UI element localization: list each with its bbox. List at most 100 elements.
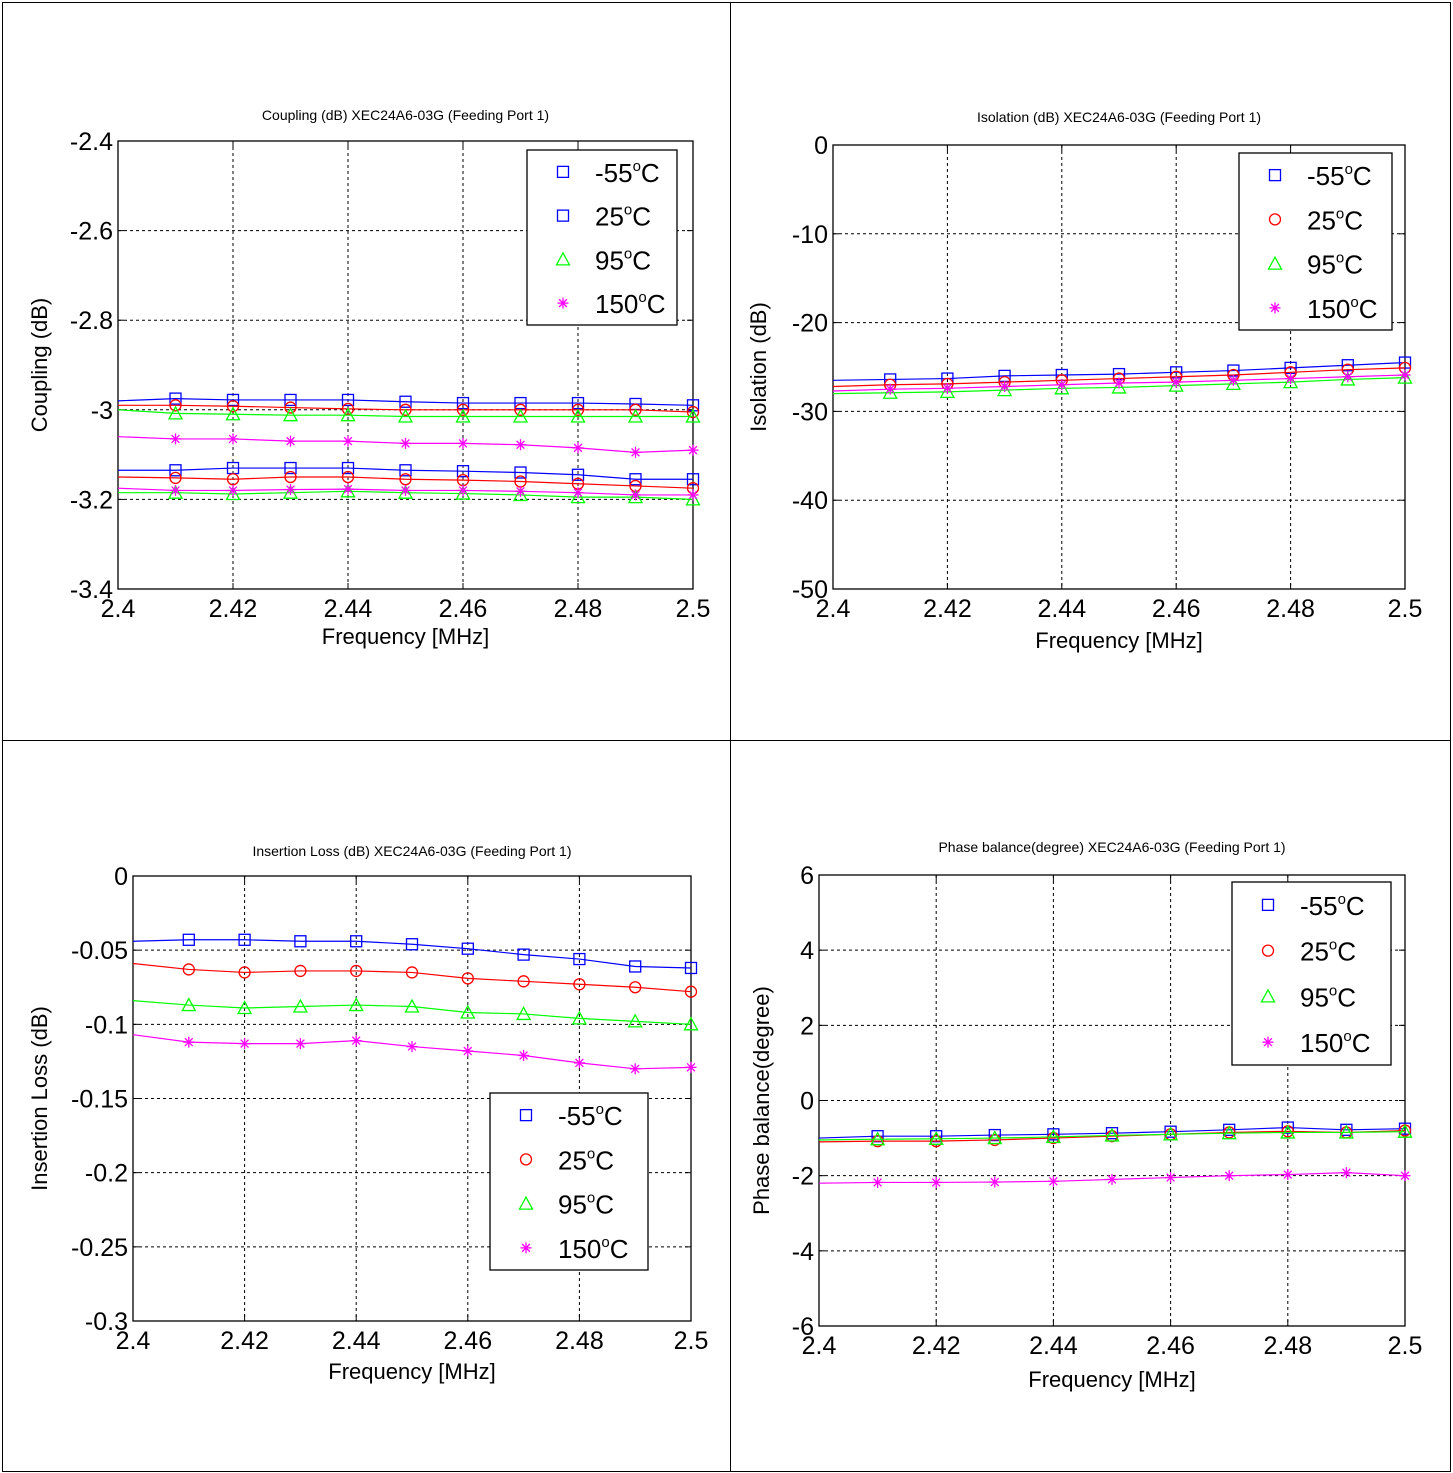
- y-tick-label: 2: [800, 1012, 814, 1040]
- data-point: [1113, 377, 1125, 389]
- y-tick-label: -2.4: [70, 128, 113, 156]
- y-tick-label: 0: [814, 132, 828, 160]
- chart-svg: Coupling (dB) XEC24A6-03G (Feeding Port …: [27, 107, 710, 649]
- data-point: [341, 402, 355, 416]
- y-tick-label: -20: [792, 310, 828, 338]
- legend-marker: [1269, 302, 1281, 314]
- data-point: [294, 935, 307, 948]
- y-tick-label: -30: [792, 398, 828, 426]
- data-point: [570, 408, 586, 423]
- data-point: [170, 433, 181, 445]
- data-point: [169, 464, 182, 477]
- legend-entry: -55oC: [595, 158, 660, 188]
- series-2: [818, 1123, 1413, 1146]
- data-point: [397, 408, 414, 423]
- data-point: [1397, 1123, 1413, 1138]
- data-point: [627, 408, 644, 423]
- data-point: [169, 392, 182, 405]
- legend-entry: -55oC: [1300, 891, 1365, 921]
- data-point: [169, 471, 182, 485]
- data-point: [227, 433, 239, 445]
- data-point: [341, 393, 355, 407]
- data-point: [573, 1057, 585, 1069]
- data-point: [515, 485, 526, 497]
- data-point: [1047, 1131, 1060, 1145]
- data-point: [629, 1063, 641, 1075]
- x-axis-label: Frequency [MHz]: [1028, 1367, 1196, 1392]
- y-tick-label: -2.6: [70, 218, 113, 246]
- data-point: [181, 997, 197, 1012]
- data-point: [871, 1130, 884, 1143]
- data-point: [686, 473, 700, 486]
- x-tick-label: 2.48: [554, 595, 603, 623]
- y-tick-label: -2.8: [70, 307, 113, 335]
- y-tick-label: -0.05: [71, 937, 128, 965]
- data-point: [282, 407, 299, 422]
- legend-entry: -55oC: [1307, 161, 1372, 191]
- data-point: [1397, 369, 1413, 384]
- legend-entry: 150oC: [1307, 294, 1378, 324]
- data-point: [226, 393, 240, 407]
- data-point: [167, 405, 184, 420]
- y-tick-label: 0: [800, 1088, 814, 1116]
- data-point: [1045, 1129, 1061, 1144]
- data-point: [930, 1134, 943, 1148]
- series-line: [117, 397, 694, 406]
- data-point: [1280, 1124, 1296, 1139]
- series-line: [117, 409, 693, 418]
- data-point: [292, 998, 308, 1013]
- data-point: [987, 1130, 1003, 1145]
- data-point: [514, 396, 527, 410]
- series-0: [117, 392, 700, 412]
- legend-marker: [518, 1195, 534, 1210]
- series-3: [117, 433, 699, 458]
- y-tick-label: -0.25: [71, 1234, 128, 1262]
- data-point: [941, 382, 953, 394]
- isolation-chart-panel: Isolation (dB) XEC24A6-03G (Feeding Port…: [730, 2, 1451, 741]
- series-2: [117, 405, 701, 423]
- x-tick-label: 2.44: [332, 1327, 381, 1355]
- data-point: [285, 435, 296, 447]
- y-tick-label: 4: [800, 937, 814, 965]
- series-3: [132, 1034, 697, 1075]
- x-tick-label: 2.48: [1266, 595, 1315, 623]
- data-point: [630, 489, 641, 501]
- legend-marker: [1262, 1036, 1274, 1048]
- data-point: [183, 1036, 195, 1048]
- x-tick-label: 2.4: [816, 595, 851, 623]
- chart-title: Insertion Loss (dB) XEC24A6-03G (Feeding…: [252, 843, 571, 859]
- data-point: [456, 403, 470, 416]
- data-point: [512, 408, 529, 423]
- data-point: [1338, 1124, 1354, 1139]
- data-point: [462, 1045, 474, 1057]
- data-point: [400, 484, 411, 496]
- legend-entry: 95oC: [558, 1190, 614, 1220]
- series-line: [118, 467, 693, 480]
- series-line: [132, 939, 692, 969]
- data-point: [340, 483, 356, 498]
- data-point: [930, 1176, 942, 1188]
- data-point: [284, 393, 297, 407]
- data-point: [1105, 1130, 1119, 1143]
- series-3: [818, 1167, 1411, 1188]
- series-2: [132, 997, 699, 1031]
- data-point: [1285, 373, 1297, 385]
- data-point: [455, 408, 471, 423]
- data-point: [687, 489, 699, 501]
- data-point: [572, 442, 584, 454]
- data-point: [629, 981, 642, 994]
- data-point: [406, 1041, 418, 1053]
- legend-marker: [1268, 213, 1282, 226]
- x-tick-label: 2.48: [555, 1327, 604, 1355]
- data-point: [573, 978, 586, 991]
- legend-entry: 150oC: [595, 289, 666, 319]
- legend-entry: 25oC: [595, 202, 651, 232]
- y-tick-label: -3.4: [70, 576, 113, 604]
- plot-frame: [832, 144, 1406, 590]
- data-point: [350, 935, 363, 948]
- data-point: [516, 1006, 532, 1021]
- data-point: [871, 1134, 884, 1148]
- x-tick-label: 2.44: [1037, 595, 1086, 623]
- data-point: [1340, 1167, 1352, 1179]
